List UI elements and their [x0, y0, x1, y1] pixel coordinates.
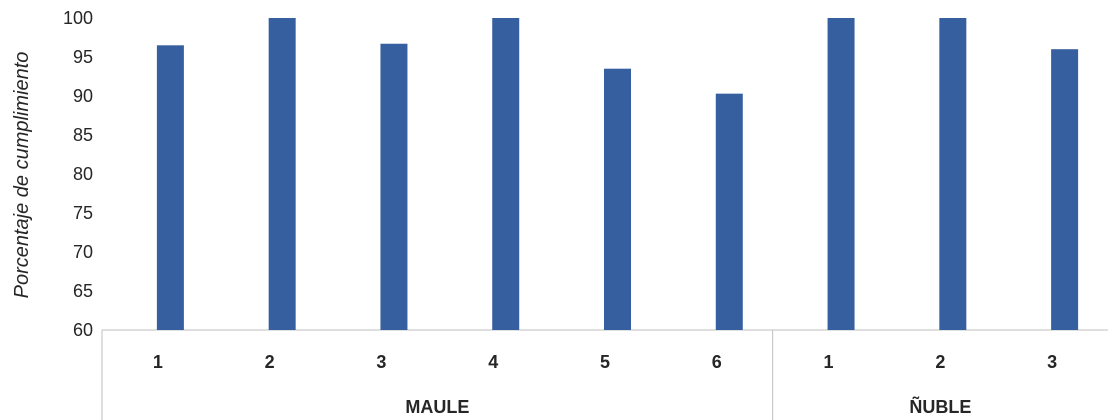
y-tick-label: 60 — [73, 320, 93, 340]
x-tick-label: 4 — [488, 352, 498, 372]
y-tick-label: 70 — [73, 242, 93, 262]
bar — [156, 45, 184, 331]
group-label: MAULE — [405, 397, 469, 417]
bar — [1051, 49, 1079, 330]
y-ticks: 60 65 70 75 80 85 90 95 100 — [63, 8, 93, 340]
bars — [156, 18, 1079, 331]
x-tick-label: 6 — [712, 352, 722, 372]
bar — [715, 93, 743, 330]
x-tick-label: 2 — [265, 352, 275, 372]
y-tick-label: 90 — [73, 86, 93, 106]
y-tick-label: 85 — [73, 125, 93, 145]
bar — [939, 18, 967, 330]
y-tick-label: 65 — [73, 281, 93, 301]
bar — [492, 18, 520, 330]
group-label: ÑUBLE — [909, 396, 971, 417]
y-tick-label: 80 — [73, 164, 93, 184]
bar — [380, 43, 408, 331]
x-tick-label: 3 — [1047, 352, 1057, 372]
bar — [268, 18, 296, 330]
y-tick-label: 75 — [73, 203, 93, 223]
y-axis-title: Porcentaje de cumplimiento — [11, 52, 33, 299]
x-tick-label: 2 — [935, 352, 945, 372]
x-labels: 1 2 3 4 5 6 MAULE 1 2 3 ÑUBLE — [153, 352, 1057, 417]
x-tick-label: 3 — [376, 352, 386, 372]
y-tick-label: 95 — [73, 47, 93, 67]
x-tick-label: 1 — [153, 352, 163, 372]
x-tick-label: 1 — [824, 352, 834, 372]
bar — [827, 18, 855, 330]
y-tick-label: 100 — [63, 8, 93, 28]
x-tick-label: 5 — [600, 352, 610, 372]
bar — [604, 68, 631, 330]
